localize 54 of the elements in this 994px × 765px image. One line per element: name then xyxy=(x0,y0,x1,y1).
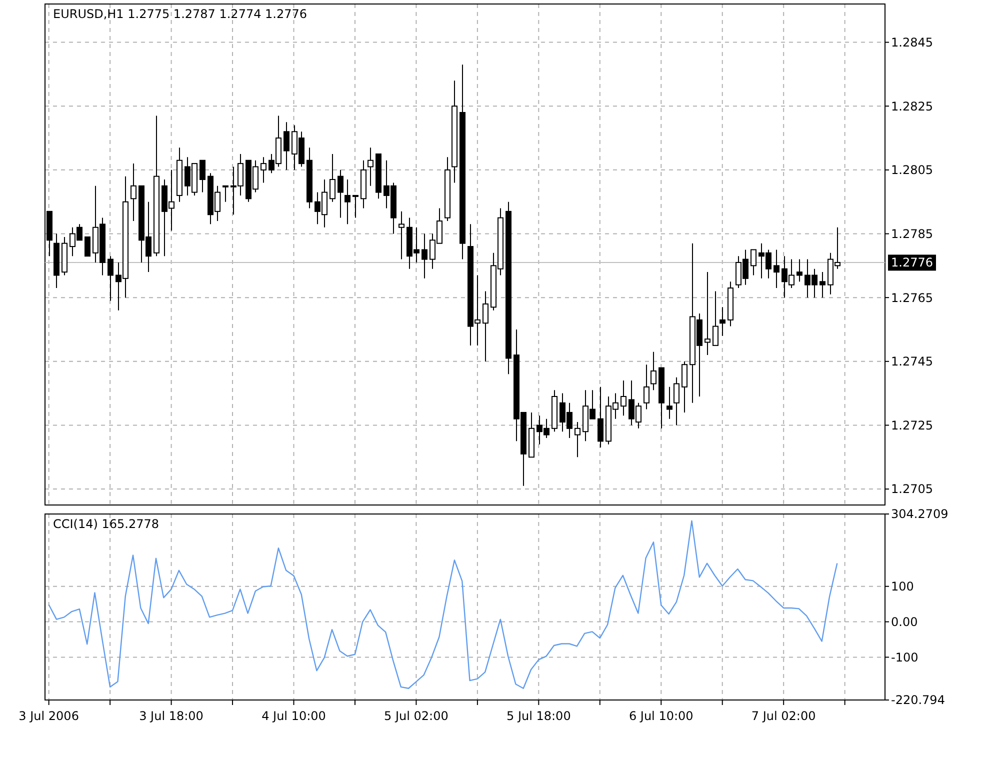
candlestick xyxy=(260,156,266,184)
x-tick-label: 3 Jul 2006 xyxy=(18,709,79,723)
y-tick-label: 1.2805 xyxy=(891,163,933,178)
y-tick-label: 1.2725 xyxy=(891,418,933,432)
candlestick xyxy=(330,153,336,202)
y-tick-label: 1.2745 xyxy=(891,354,933,369)
candlestick xyxy=(650,351,656,391)
candlestick xyxy=(344,179,350,225)
y-tick-label: 1.2785 xyxy=(891,226,933,241)
chart-title: CCI(14) 165.2778 xyxy=(53,517,160,531)
candlestick xyxy=(108,256,114,302)
candlestick xyxy=(712,290,718,346)
y-tick-label: 100 xyxy=(891,580,914,594)
candlestick xyxy=(84,236,90,257)
chart-title: EURUSD,H1 1.2775 1.2787 1.2774 1.2776 xyxy=(53,7,308,21)
candlestick xyxy=(644,364,650,410)
candlestick xyxy=(284,122,290,170)
candlestick xyxy=(666,386,672,420)
candlestick xyxy=(774,249,780,289)
candlestick xyxy=(820,272,826,298)
candlestick xyxy=(796,258,802,282)
y-tick-label: 1.2845 xyxy=(891,35,933,50)
y-tick-label: 1.2765 xyxy=(891,290,933,305)
y-tick-label: -100 xyxy=(891,650,918,664)
candlestick xyxy=(368,147,374,186)
x-tick-label: 5 Jul 18:00 xyxy=(506,709,571,723)
x-tick-label: 6 Jul 10:00 xyxy=(628,709,694,723)
candlestick xyxy=(750,249,756,276)
x-tick-label: 5 Jul 02:00 xyxy=(384,709,448,723)
candlestick xyxy=(482,290,488,362)
y-tick-label: 0.00 xyxy=(891,614,918,629)
candlestick xyxy=(338,169,344,218)
y-tick-label: -220.794 xyxy=(891,693,945,708)
candlestick xyxy=(398,210,404,260)
x-tick-label: 7 Jul 02:00 xyxy=(751,709,816,723)
candlestick xyxy=(422,233,428,279)
candlestick xyxy=(720,306,726,336)
ref-line-label: 1.2776 xyxy=(891,256,933,270)
y-tick-label: 1.2825 xyxy=(891,99,933,114)
candlestick xyxy=(674,376,680,426)
candlestick xyxy=(352,194,358,218)
candlestick xyxy=(130,163,136,222)
x-tick-label: 3 Jul 18:00 xyxy=(139,709,204,723)
x-tick-label: 4 Jul 10:00 xyxy=(262,709,326,723)
y-tick-label: 1.2705 xyxy=(891,482,933,496)
candlestick xyxy=(598,386,604,448)
y-tick-label: 304.2709 xyxy=(891,507,948,522)
candlestick xyxy=(704,272,710,356)
candlestick xyxy=(222,185,228,202)
candlestick xyxy=(200,160,206,193)
line-series xyxy=(48,520,838,689)
candlestick xyxy=(574,422,580,458)
candlestick xyxy=(682,360,688,413)
candlestick xyxy=(620,380,626,416)
